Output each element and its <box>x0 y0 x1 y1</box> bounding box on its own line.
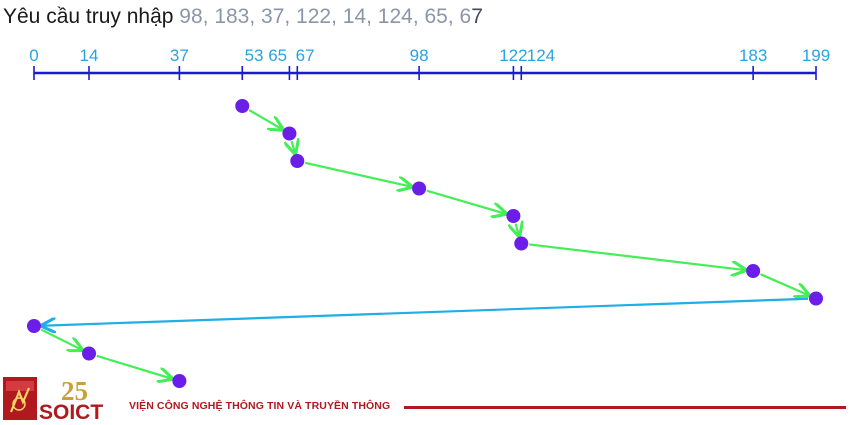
title-prefix: Yêu cầu truy nhập <box>3 5 174 28</box>
request-node <box>514 236 529 251</box>
tick-label: 67 <box>296 46 315 65</box>
request-node <box>746 264 761 278</box>
tick-label: 0 <box>29 46 38 65</box>
request-node <box>27 319 41 333</box>
page-title: Yêu cầu truy nhập 98, 183, 37, 122, 14, … <box>3 5 483 29</box>
tick-label: 37 <box>170 46 189 65</box>
return-arrow <box>42 297 809 326</box>
request-node <box>506 209 521 223</box>
head-move-arrow <box>304 161 411 187</box>
head-move-arrow <box>248 109 282 129</box>
request-node <box>290 154 305 168</box>
request-node <box>235 99 250 113</box>
tick-label: 122 <box>499 46 527 65</box>
request-node <box>412 181 427 196</box>
head-move-arrow <box>292 141 295 153</box>
head-move-arrow <box>426 189 506 214</box>
tick-label: 199 <box>802 46 830 65</box>
request-node <box>82 346 97 361</box>
request-nodes <box>27 99 823 388</box>
head-move-arrow <box>516 224 519 236</box>
head-move-arrow <box>96 354 172 379</box>
request-queue-last: 7 <box>471 5 483 28</box>
request-node <box>172 374 187 388</box>
head-move-arrow <box>40 328 82 350</box>
tick-label: 14 <box>80 46 99 65</box>
organization-name: VIỆN CÔNG NGHỆ THÔNG TIN VÀ TRUYỀN THÔNG <box>129 400 391 412</box>
soict-logo: 25 SOICT <box>3 374 115 424</box>
tick-label: 124 <box>527 46 555 65</box>
cylinder-axis: 0 14 37 53 65 67 98 122 124 183 199 <box>29 46 830 80</box>
logo-wordmark: SOICT <box>39 401 103 420</box>
footer-divider <box>404 406 846 409</box>
request-queue: 98, 183, 37, 122, 14, 124, 65, 6 <box>179 5 472 28</box>
head-move-arrow <box>760 273 808 295</box>
tick-label: 183 <box>739 46 767 65</box>
tick-label: 53 65 <box>245 46 288 65</box>
anniversary-mark: 25 <box>61 376 88 406</box>
head-move-arrow <box>529 243 745 270</box>
head-movement-arrows <box>40 109 809 379</box>
request-node <box>282 126 297 141</box>
request-node <box>809 291 823 306</box>
tick-label: 98 <box>410 46 429 65</box>
